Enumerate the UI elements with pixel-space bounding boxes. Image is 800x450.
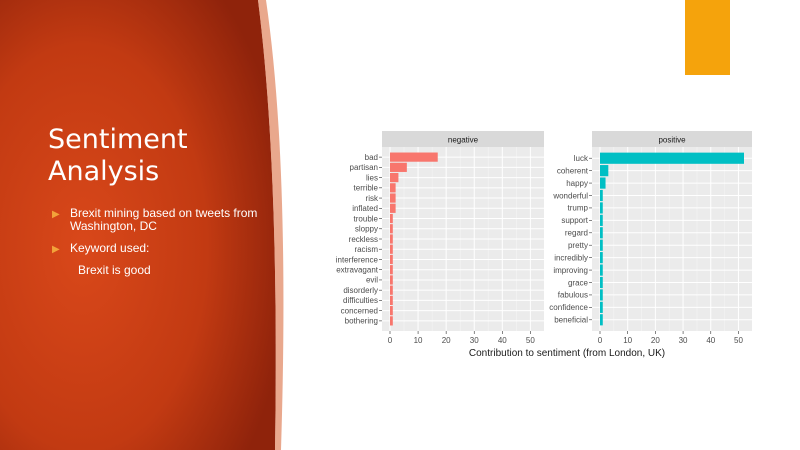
y-tick-label: fabulous [558,291,588,300]
bullet-list: ▶ Brexit mining based on tweets from Was… [52,207,267,277]
bullet-text: Keyword used: [70,241,150,255]
y-tick-label: bad [365,153,378,162]
bullet-item: ▶ Brexit mining based on tweets from Was… [52,207,267,233]
y-tick-label: partisan [350,163,378,172]
facet-strip [382,131,544,147]
bar [600,301,603,313]
y-tick-label: extravagant [336,266,379,275]
bullet-item: ▶ Keyword used: [52,241,267,256]
y-tick-label: risk [366,194,379,203]
bar [390,193,396,203]
bar [390,295,393,306]
bar [600,214,603,226]
x-tick-label: 40 [706,336,715,345]
bullet-arrow-icon: ▶ [52,244,60,255]
y-tick-label: lies [366,173,378,182]
bar [600,239,603,251]
x-tick-label: 50 [734,336,743,345]
x-tick-label: 30 [470,336,479,345]
y-tick-label: wonderful [552,191,588,200]
y-tick-label: pretty [568,241,588,250]
y-tick-label: incredibly [554,253,588,262]
y-tick-label: sloppy [355,225,378,234]
bullet-arrow-icon: ▶ [52,209,60,220]
background-panel [0,0,276,450]
bar [600,202,603,214]
y-tick-label: inflated [352,204,378,213]
y-tick-label: happy [566,179,588,188]
facet-label: positive [658,136,686,145]
bar [600,189,603,202]
title-line-2: Analysis [48,156,160,187]
y-tick-label: terrible [354,184,379,193]
x-tick-label: 30 [679,336,688,345]
bar [390,244,393,254]
x-axis-label: Contribution to sentiment (from London, … [469,348,665,359]
bar [390,224,393,234]
y-tick-label: interference [336,255,379,264]
y-tick-label: coherent [557,166,589,175]
y-tick-label: racism [354,245,378,254]
bar [390,162,407,172]
bar [600,165,609,177]
y-tick-label: difficulties [343,296,378,305]
y-tick-label: beneficial [554,316,588,325]
x-tick-label: 0 [388,336,393,345]
bullet-text: Brexit mining based on tweets from Washi… [70,206,258,233]
bar [390,152,438,162]
y-tick-label: trouble [354,214,379,223]
title-line-1: Sentiment [48,124,188,155]
y-tick-label: regard [565,229,588,238]
y-tick-label: luck [574,154,589,163]
accent-box [685,0,730,75]
bar [390,172,399,183]
y-tick-label: concerned [341,306,378,315]
sub-bullet-text: Brexit is good [78,263,151,277]
y-tick-label: trump [568,204,589,213]
y-tick-label: bothering [345,317,378,326]
bar [600,227,603,239]
bar [390,213,393,224]
background-accent-stripe [258,0,284,450]
bar [390,285,393,295]
bar [600,276,603,289]
x-tick-label: 40 [498,336,507,345]
facet-strip [592,131,752,147]
facet-label: negative [448,136,479,145]
bar [390,265,393,275]
bar [390,306,393,316]
panel-background [592,147,752,331]
y-tick-label: confidence [549,303,588,312]
bar [600,314,603,326]
y-tick-label: reckless [349,235,378,244]
bar [390,203,396,213]
y-tick-label: grace [568,278,589,287]
bar [390,254,393,265]
x-tick-label: 10 [623,336,632,345]
y-tick-label: disorderly [343,286,378,295]
bar [600,177,606,189]
y-tick-label: evil [366,276,378,285]
bar [390,234,393,244]
y-tick-label: improving [553,266,588,275]
bar [390,183,396,193]
bar [390,275,393,285]
x-tick-label: 10 [414,336,423,345]
x-tick-label: 50 [526,336,535,345]
y-tick-label: support [561,216,588,225]
bar [600,252,603,264]
x-tick-label: 0 [598,336,603,345]
x-tick-label: 20 [442,336,451,345]
bar [390,316,393,326]
x-tick-label: 20 [651,336,660,345]
bar [600,264,603,276]
bar [600,289,603,301]
bar [600,152,744,164]
slide-title: Sentiment Analysis [48,124,268,188]
